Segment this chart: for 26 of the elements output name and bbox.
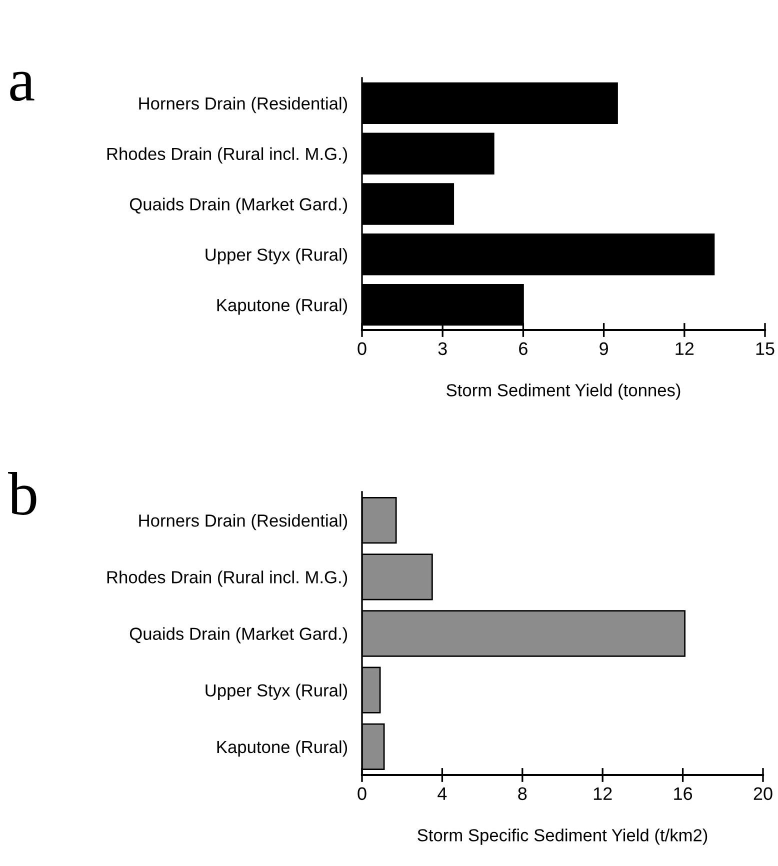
x-tick-label: 16	[674, 787, 692, 800]
x-tick-label: 0	[358, 787, 366, 800]
x-tick-label: 8	[518, 787, 527, 800]
x-tick-label: 3	[438, 342, 447, 356]
y-tick-label: Upper Styx (Rural)	[206, 684, 348, 700]
y-tick-label: Quaids Drain (Market Gard.)	[130, 198, 348, 214]
text: a	[10, 72, 34, 102]
x-axis-title: Storm Specific Sediment Yield (t/km2)	[418, 828, 708, 845]
x-tick-label: 12	[594, 787, 612, 800]
y-tick-label: Rhodes Drain (Rural incl. M.G.)	[107, 147, 348, 164]
x-tick-label: 0	[358, 342, 366, 356]
text: b	[8, 472, 36, 516]
x-tick-label: 15	[756, 342, 774, 356]
x-tick-label: 6	[519, 342, 528, 356]
y-tick-label: Upper Styx (Rural)	[206, 248, 348, 264]
y-tick-label: Horners Drain (Residential)	[139, 96, 348, 114]
y-tick-label: Kaputone (Rural)	[217, 298, 348, 315]
x-tick-label: 4	[438, 787, 447, 800]
x-axis-title: Storm Sediment Yield (tonnes)	[446, 384, 680, 400]
y-tick-label: Quaids Drain (Market Gard.)	[130, 627, 348, 644]
y-tick-label: Kaputone (Rural)	[217, 740, 348, 757]
y-tick-label: Horners Drain (Residential)	[139, 514, 348, 530]
x-tick-label: 20	[754, 787, 772, 800]
y-tick-label: Rhodes Drain (Rural incl. M.G.)	[107, 570, 348, 587]
x-tick-label: 12	[676, 342, 694, 355]
x-tick-label: 9	[600, 342, 608, 356]
